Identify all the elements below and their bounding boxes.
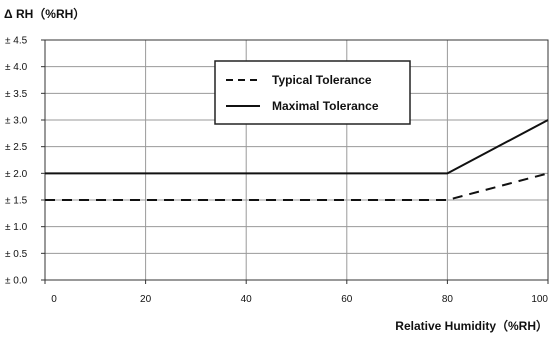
- y-axis-ticks: ± 0.0 ± 0.5 ± 1.0 ± 1.5 ± 2.0 ± 2.5 ± 3.0 ± 3.5…: [5, 36, 45, 287]
- x-tick-label: 40: [241, 294, 253, 305]
- legend: Typical Tolerance Maximal Tolerance: [214, 60, 411, 125]
- series-line-maximal-tolerance: [45, 119, 549, 175]
- y-tick-label: ± 4.0: [5, 62, 28, 73]
- x-axis-title: Relative Humidity（%RH）: [395, 318, 548, 333]
- y-tick-label: ± 1.5: [5, 196, 28, 207]
- x-tick-label: 80: [442, 294, 454, 305]
- y-tick-label: ± 4.5: [5, 36, 28, 47]
- y-tick-label: ± 2.5: [5, 142, 28, 153]
- x-tick-label: 100: [531, 294, 548, 305]
- x-tick-label: 60: [341, 294, 353, 305]
- legend-label-typical-tolerance: Typical Tolerance: [272, 73, 372, 87]
- legend-box: [214, 60, 411, 125]
- series-lines: [45, 119, 549, 201]
- y-tick-label: ± 1.0: [5, 222, 28, 233]
- y-tick-label: ± 0.5: [5, 249, 28, 260]
- y-axis-title: Δ RH（%RH）: [4, 6, 85, 21]
- plot-area-frame: [44, 39, 549, 281]
- y-tick-label: ± 3.0: [5, 116, 28, 127]
- y-tick-label: ± 2.0: [5, 169, 28, 180]
- x-axis-ticks: 0 20 40 60 80 100: [44, 280, 549, 305]
- series-line-typical-tolerance: [45, 172, 549, 201]
- x-tick-label: 0: [51, 294, 57, 305]
- x-tick-label: 20: [140, 294, 152, 305]
- y-tick-label: ± 3.5: [5, 89, 28, 100]
- legend-label-maximal-tolerance: Maximal Tolerance: [272, 99, 379, 113]
- y-tick-label: ± 0.0: [5, 276, 28, 287]
